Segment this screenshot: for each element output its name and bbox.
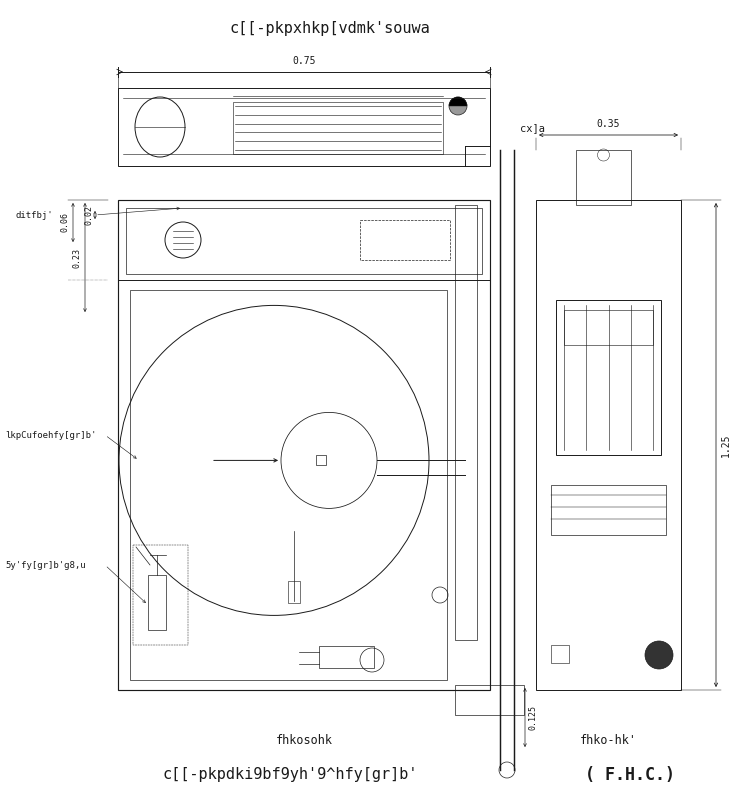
Text: ditfbj': ditfbj' xyxy=(15,211,53,220)
Bar xyxy=(576,150,631,205)
Bar xyxy=(319,646,374,668)
Text: c[[-pkpxhkp[vdmk'souwa: c[[-pkpxhkp[vdmk'souwa xyxy=(230,20,430,36)
Bar xyxy=(455,205,477,640)
Bar xyxy=(233,102,443,154)
Text: 5y'fy[gr]b'g8,u: 5y'fy[gr]b'g8,u xyxy=(5,561,86,570)
Text: cx]a: cx]a xyxy=(520,123,545,133)
Wedge shape xyxy=(449,97,467,106)
Circle shape xyxy=(645,641,673,669)
Circle shape xyxy=(449,97,467,115)
Text: lkpCufoehfy[gr]b': lkpCufoehfy[gr]b' xyxy=(5,430,97,440)
Bar xyxy=(564,310,653,345)
Bar xyxy=(551,485,666,535)
Bar xyxy=(551,645,569,663)
Text: 0.125: 0.125 xyxy=(528,705,537,730)
Bar xyxy=(288,580,300,603)
Bar xyxy=(118,200,490,690)
Bar xyxy=(148,575,166,630)
Bar xyxy=(118,88,490,166)
Text: fhkosohk: fhkosohk xyxy=(275,734,332,746)
Text: 0.23: 0.23 xyxy=(73,248,82,267)
Text: 0.35: 0.35 xyxy=(597,119,620,129)
Bar xyxy=(316,455,326,466)
Bar xyxy=(133,545,188,645)
Text: 0.06: 0.06 xyxy=(61,212,70,232)
Bar xyxy=(536,200,681,690)
Text: 0.02: 0.02 xyxy=(84,205,93,225)
Bar xyxy=(455,685,524,715)
Text: 1.25: 1.25 xyxy=(721,433,731,457)
Bar xyxy=(360,220,450,260)
Text: ( F.H.C.): ( F.H.C.) xyxy=(585,766,675,784)
Bar xyxy=(556,300,661,455)
Text: fhko-hk': fhko-hk' xyxy=(580,734,637,746)
Bar xyxy=(130,290,447,680)
Text: c[[-pkpdki9bf9yh'9^hfy[gr]b': c[[-pkpdki9bf9yh'9^hfy[gr]b' xyxy=(163,767,418,783)
Text: 0.75: 0.75 xyxy=(292,56,315,66)
Bar xyxy=(126,208,482,274)
